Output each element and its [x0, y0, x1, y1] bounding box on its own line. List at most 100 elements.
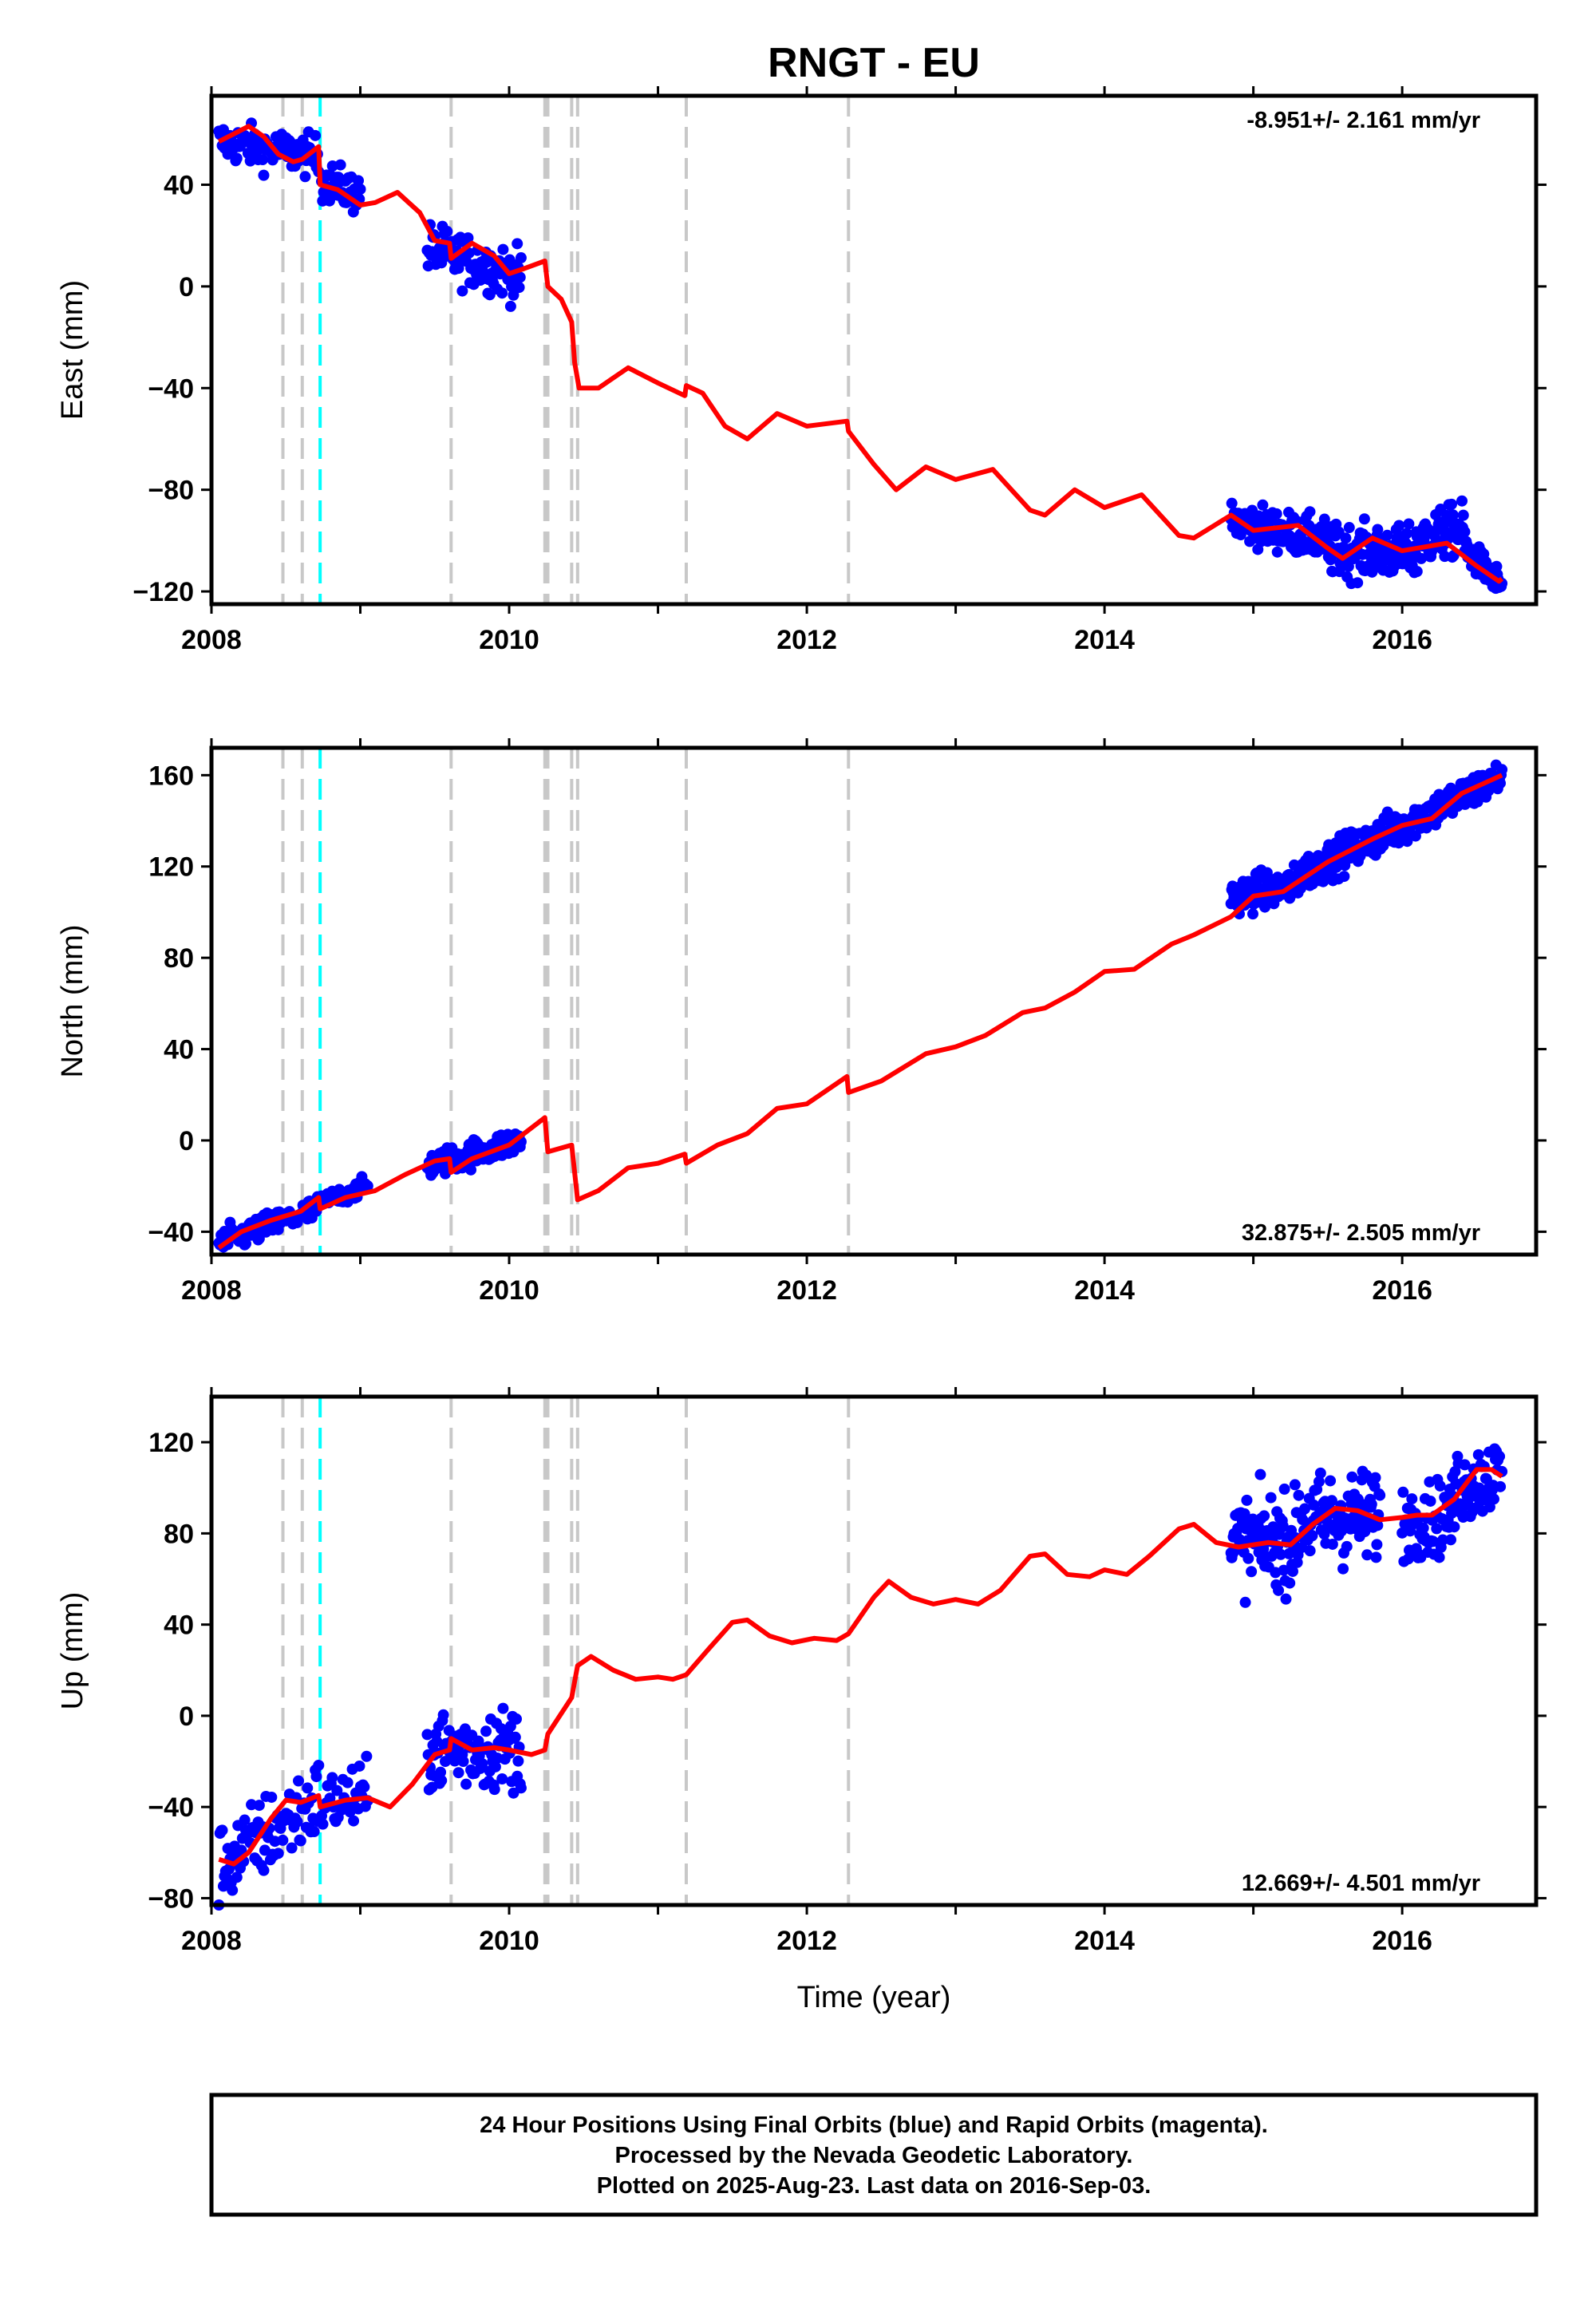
data-point: [1304, 506, 1316, 518]
y-tick-label: 120: [148, 852, 194, 883]
data-point: [1431, 1523, 1443, 1535]
data-point: [1374, 1489, 1386, 1501]
data-point: [1226, 497, 1238, 509]
data-point: [1270, 508, 1282, 520]
data-point: [1444, 1534, 1456, 1546]
north-data-points: [213, 759, 1508, 1253]
y-tick-label: 40: [164, 1035, 194, 1065]
data-point: [1246, 908, 1258, 920]
data-point: [1293, 1489, 1305, 1501]
data-point: [334, 159, 346, 171]
data-point: [231, 1871, 243, 1883]
data-point: [216, 1824, 228, 1836]
data-point: [1406, 1493, 1418, 1505]
data-point: [1401, 836, 1413, 848]
data-point: [1313, 1476, 1325, 1488]
data-point: [497, 243, 509, 255]
data-point: [497, 1702, 509, 1714]
y-tick-label: −120: [132, 577, 194, 607]
data-point: [452, 1767, 464, 1779]
data-point: [240, 1238, 252, 1250]
x-tick-label: 2012: [776, 625, 837, 655]
data-point: [504, 300, 516, 312]
data-point: [272, 1848, 284, 1860]
data-point: [496, 1773, 508, 1785]
data-point: [1400, 528, 1412, 539]
data-point: [1342, 560, 1354, 572]
data-point: [1306, 1530, 1318, 1542]
data-point: [299, 171, 311, 183]
footer-box: 24 Hour Positions Using Final Orbits (bl…: [209, 2093, 1539, 2217]
data-point: [1346, 1471, 1358, 1483]
data-point: [358, 1781, 370, 1793]
data-point: [1340, 532, 1352, 544]
y-tick-label: 0: [179, 272, 194, 302]
data-point: [1365, 1498, 1377, 1510]
data-point: [511, 1713, 523, 1725]
footer-line-orbits: 24 Hour Positions Using Final Orbits (bl…: [480, 2112, 1268, 2138]
x-tick-label: 2016: [1372, 625, 1432, 655]
east-panel: 40 0 −40 −80 −120 2008 2010 2012 2014 2016 East (m…: [56, 86, 1547, 655]
y-tick-label: −40: [148, 1792, 194, 1823]
data-point: [277, 1834, 289, 1846]
y-tick-label: −80: [148, 1883, 194, 1914]
north-rate: 32.875+/- 2.505 mm/yr: [1242, 1220, 1480, 1246]
east-axis-label: East (mm): [56, 280, 89, 420]
data-point: [293, 1775, 305, 1787]
data-point: [515, 1782, 527, 1794]
east-data-points: [213, 117, 1508, 595]
data-point: [462, 232, 474, 244]
y-tick-label: 80: [164, 1519, 194, 1549]
y-tick-label: 80: [164, 943, 194, 974]
data-point: [353, 175, 365, 187]
up-rate: 12.669+/- 4.501 mm/yr: [1242, 1871, 1480, 1896]
data-point: [514, 271, 526, 283]
data-point: [253, 1800, 265, 1812]
data-point: [231, 152, 243, 164]
data-point: [1343, 522, 1355, 534]
data-point: [513, 282, 525, 294]
data-point: [348, 1815, 360, 1827]
data-point: [1456, 495, 1468, 507]
data-point: [1496, 764, 1508, 776]
data-point: [310, 129, 322, 141]
x-tick-label: 2014: [1074, 1926, 1135, 1956]
data-point: [421, 1729, 433, 1741]
data-point: [361, 1750, 373, 1762]
data-point: [1381, 529, 1393, 541]
data-point: [508, 289, 519, 301]
data-point: [354, 184, 366, 196]
footer-frame: [209, 2093, 1539, 2217]
data-point: [1261, 867, 1273, 879]
data-point: [342, 1777, 354, 1788]
data-point: [1487, 1493, 1499, 1505]
data-point: [480, 1725, 492, 1737]
data-point: [1372, 524, 1384, 536]
north-axis-label: North (mm): [56, 924, 89, 1077]
data-point: [331, 1784, 343, 1796]
data-point: [509, 1731, 521, 1743]
data-point: [227, 1884, 239, 1896]
y-tick-label: −40: [148, 1217, 194, 1247]
data-point: [1433, 1551, 1445, 1563]
data-point: [1459, 526, 1471, 538]
data-point: [1495, 1480, 1507, 1492]
data-point: [1437, 1534, 1449, 1546]
data-point: [257, 154, 269, 166]
data-point: [258, 169, 270, 181]
data-point: [1495, 777, 1507, 789]
data-point: [1318, 1528, 1330, 1540]
data-point: [310, 1771, 322, 1783]
data-point: [1325, 1495, 1337, 1507]
east-plot-frame: [209, 93, 1539, 607]
data-point: [1239, 1596, 1251, 1608]
data-point: [1341, 1540, 1353, 1552]
up-data-points: [213, 1443, 1508, 1911]
data-point: [1473, 1482, 1485, 1494]
data-point: [1257, 499, 1269, 511]
data-point: [1271, 546, 1283, 558]
up-model-line: [218, 1467, 1503, 1867]
data-point: [1273, 1584, 1285, 1596]
data-point: [1277, 1520, 1289, 1531]
